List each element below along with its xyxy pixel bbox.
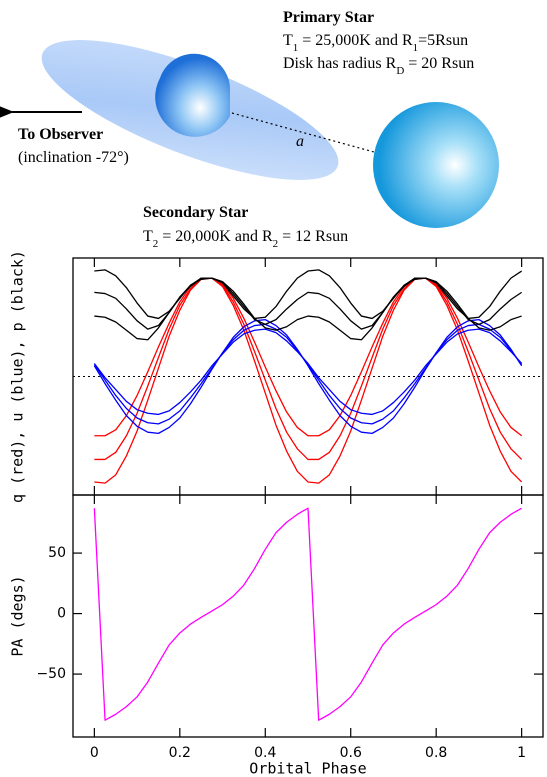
- x-tick-label: 0.6: [340, 745, 362, 761]
- y-tick-label: 50: [48, 545, 66, 561]
- data-line: [94, 269, 522, 320]
- text-run: T: [283, 32, 293, 49]
- x-tick-label: 1: [517, 745, 526, 761]
- text-run: = 25,000K and R: [298, 32, 413, 49]
- subscript: 2: [153, 238, 159, 250]
- text-run: =5Rsun: [418, 32, 468, 49]
- primary-title: Primary Star: [283, 9, 374, 26]
- x-tick-label: 0: [90, 745, 99, 761]
- separation-label: a: [296, 133, 304, 150]
- y-axis-label: PA (degs): [9, 575, 27, 656]
- x-axis-label: Orbital Phase: [249, 760, 366, 777]
- y-tick-label: 0: [57, 606, 66, 622]
- primary-line: T1 = 25,000K and R1=5Rsun: [283, 32, 468, 54]
- primary-line: Disk has radius RD = 20 Rsun: [283, 55, 474, 77]
- subscript: 1: [293, 42, 299, 54]
- data-line: [93, 323, 523, 425]
- text-run: = 20,000K and R: [158, 228, 273, 245]
- subscript: 2: [273, 238, 279, 250]
- secondary-star: [373, 102, 499, 228]
- x-tick-label: 0.2: [169, 745, 191, 761]
- x-tick-label: 0.4: [254, 745, 276, 761]
- text-run: T: [143, 228, 153, 245]
- data-line: [94, 277, 523, 484]
- secondary-title: Secondary Star: [143, 204, 248, 221]
- data-line: [93, 328, 523, 416]
- data-line: [94, 277, 522, 341]
- text-run: = 20 Rsun: [404, 55, 474, 72]
- plot-frame: [72, 494, 544, 738]
- text-run: = 12 Rsun: [278, 228, 348, 245]
- secondary-line: T2 = 20,000K and R2 = 12 Rsun: [143, 228, 348, 250]
- subscript: D: [396, 65, 404, 77]
- data-line: [94, 277, 523, 437]
- data-line: [94, 277, 523, 461]
- primary-star: [155, 53, 230, 137]
- data-line: [93, 507, 522, 721]
- x-tick-label: 0.8: [425, 745, 447, 761]
- y-axis-label: q (red), u (blue), p (black): [9, 250, 27, 503]
- subscript: 1: [413, 42, 419, 54]
- y-tick-label: −50: [36, 666, 66, 682]
- text-run: Disk has radius R: [283, 55, 397, 72]
- data-line: [93, 318, 523, 435]
- observer-label: To Observer: [18, 126, 103, 143]
- observer-note: (inclination -72°): [18, 149, 129, 166]
- system-diagram: a To Observer (inclination -72°) Primary…: [0, 9, 499, 228]
